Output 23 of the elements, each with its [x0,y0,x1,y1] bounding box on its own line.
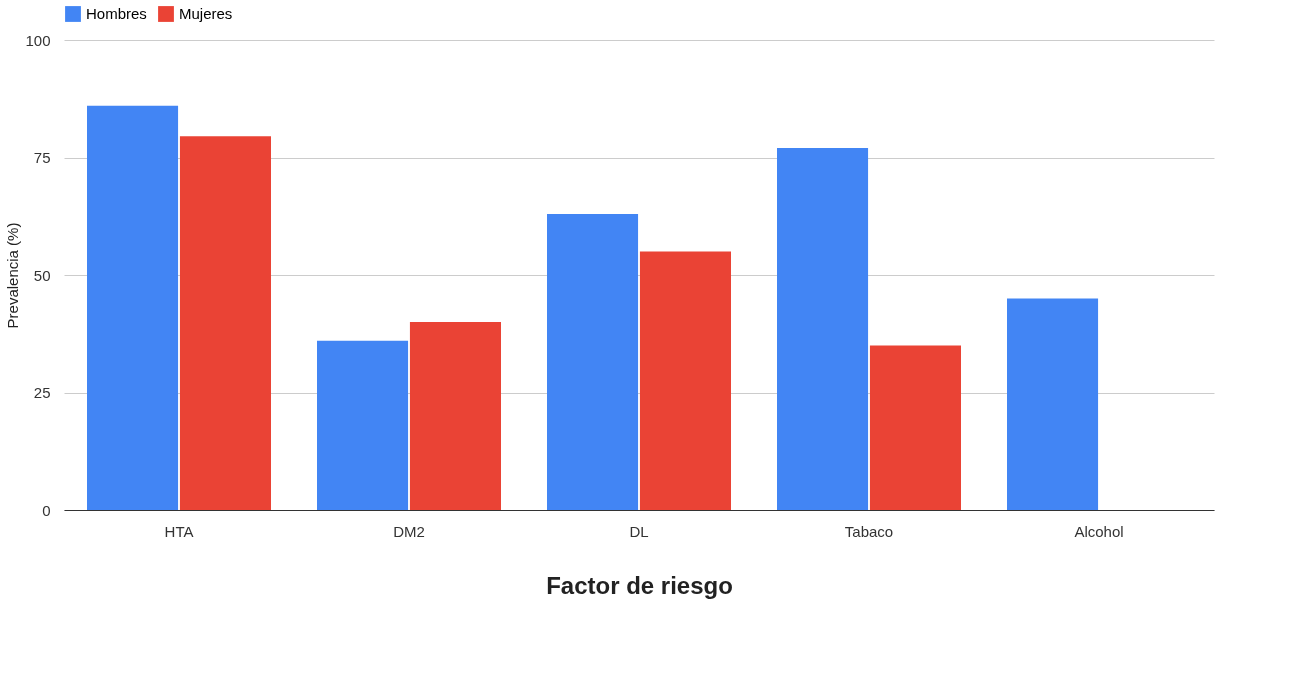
y-tick-label: 100 [25,31,51,49]
bar [87,105,179,510]
bar [409,322,501,510]
bar [179,136,271,510]
x-tick-label: Alcohol [1074,522,1124,540]
bar [869,345,961,510]
x-tick-label: DL [629,522,649,540]
bar [547,213,639,510]
x-tick-label: DM2 [393,522,425,540]
legend-label: Mujeres [179,5,233,22]
x-tick-label: HTA [164,522,194,540]
bar [1007,298,1099,510]
legend-label: Hombres [86,5,147,22]
y-tick-label: 50 [33,266,51,284]
y-tick-label: 25 [33,384,51,401]
y-tick-label: 0 [42,501,51,519]
x-axis-title: Factor de riesgo [546,571,733,599]
y-axis-title: Prevalencia (%) [4,222,22,329]
bar [317,340,409,510]
bar [639,251,731,510]
y-tick-label: 75 [33,149,51,166]
x-tick-label: Tabaco [844,522,894,540]
bar [777,148,869,510]
